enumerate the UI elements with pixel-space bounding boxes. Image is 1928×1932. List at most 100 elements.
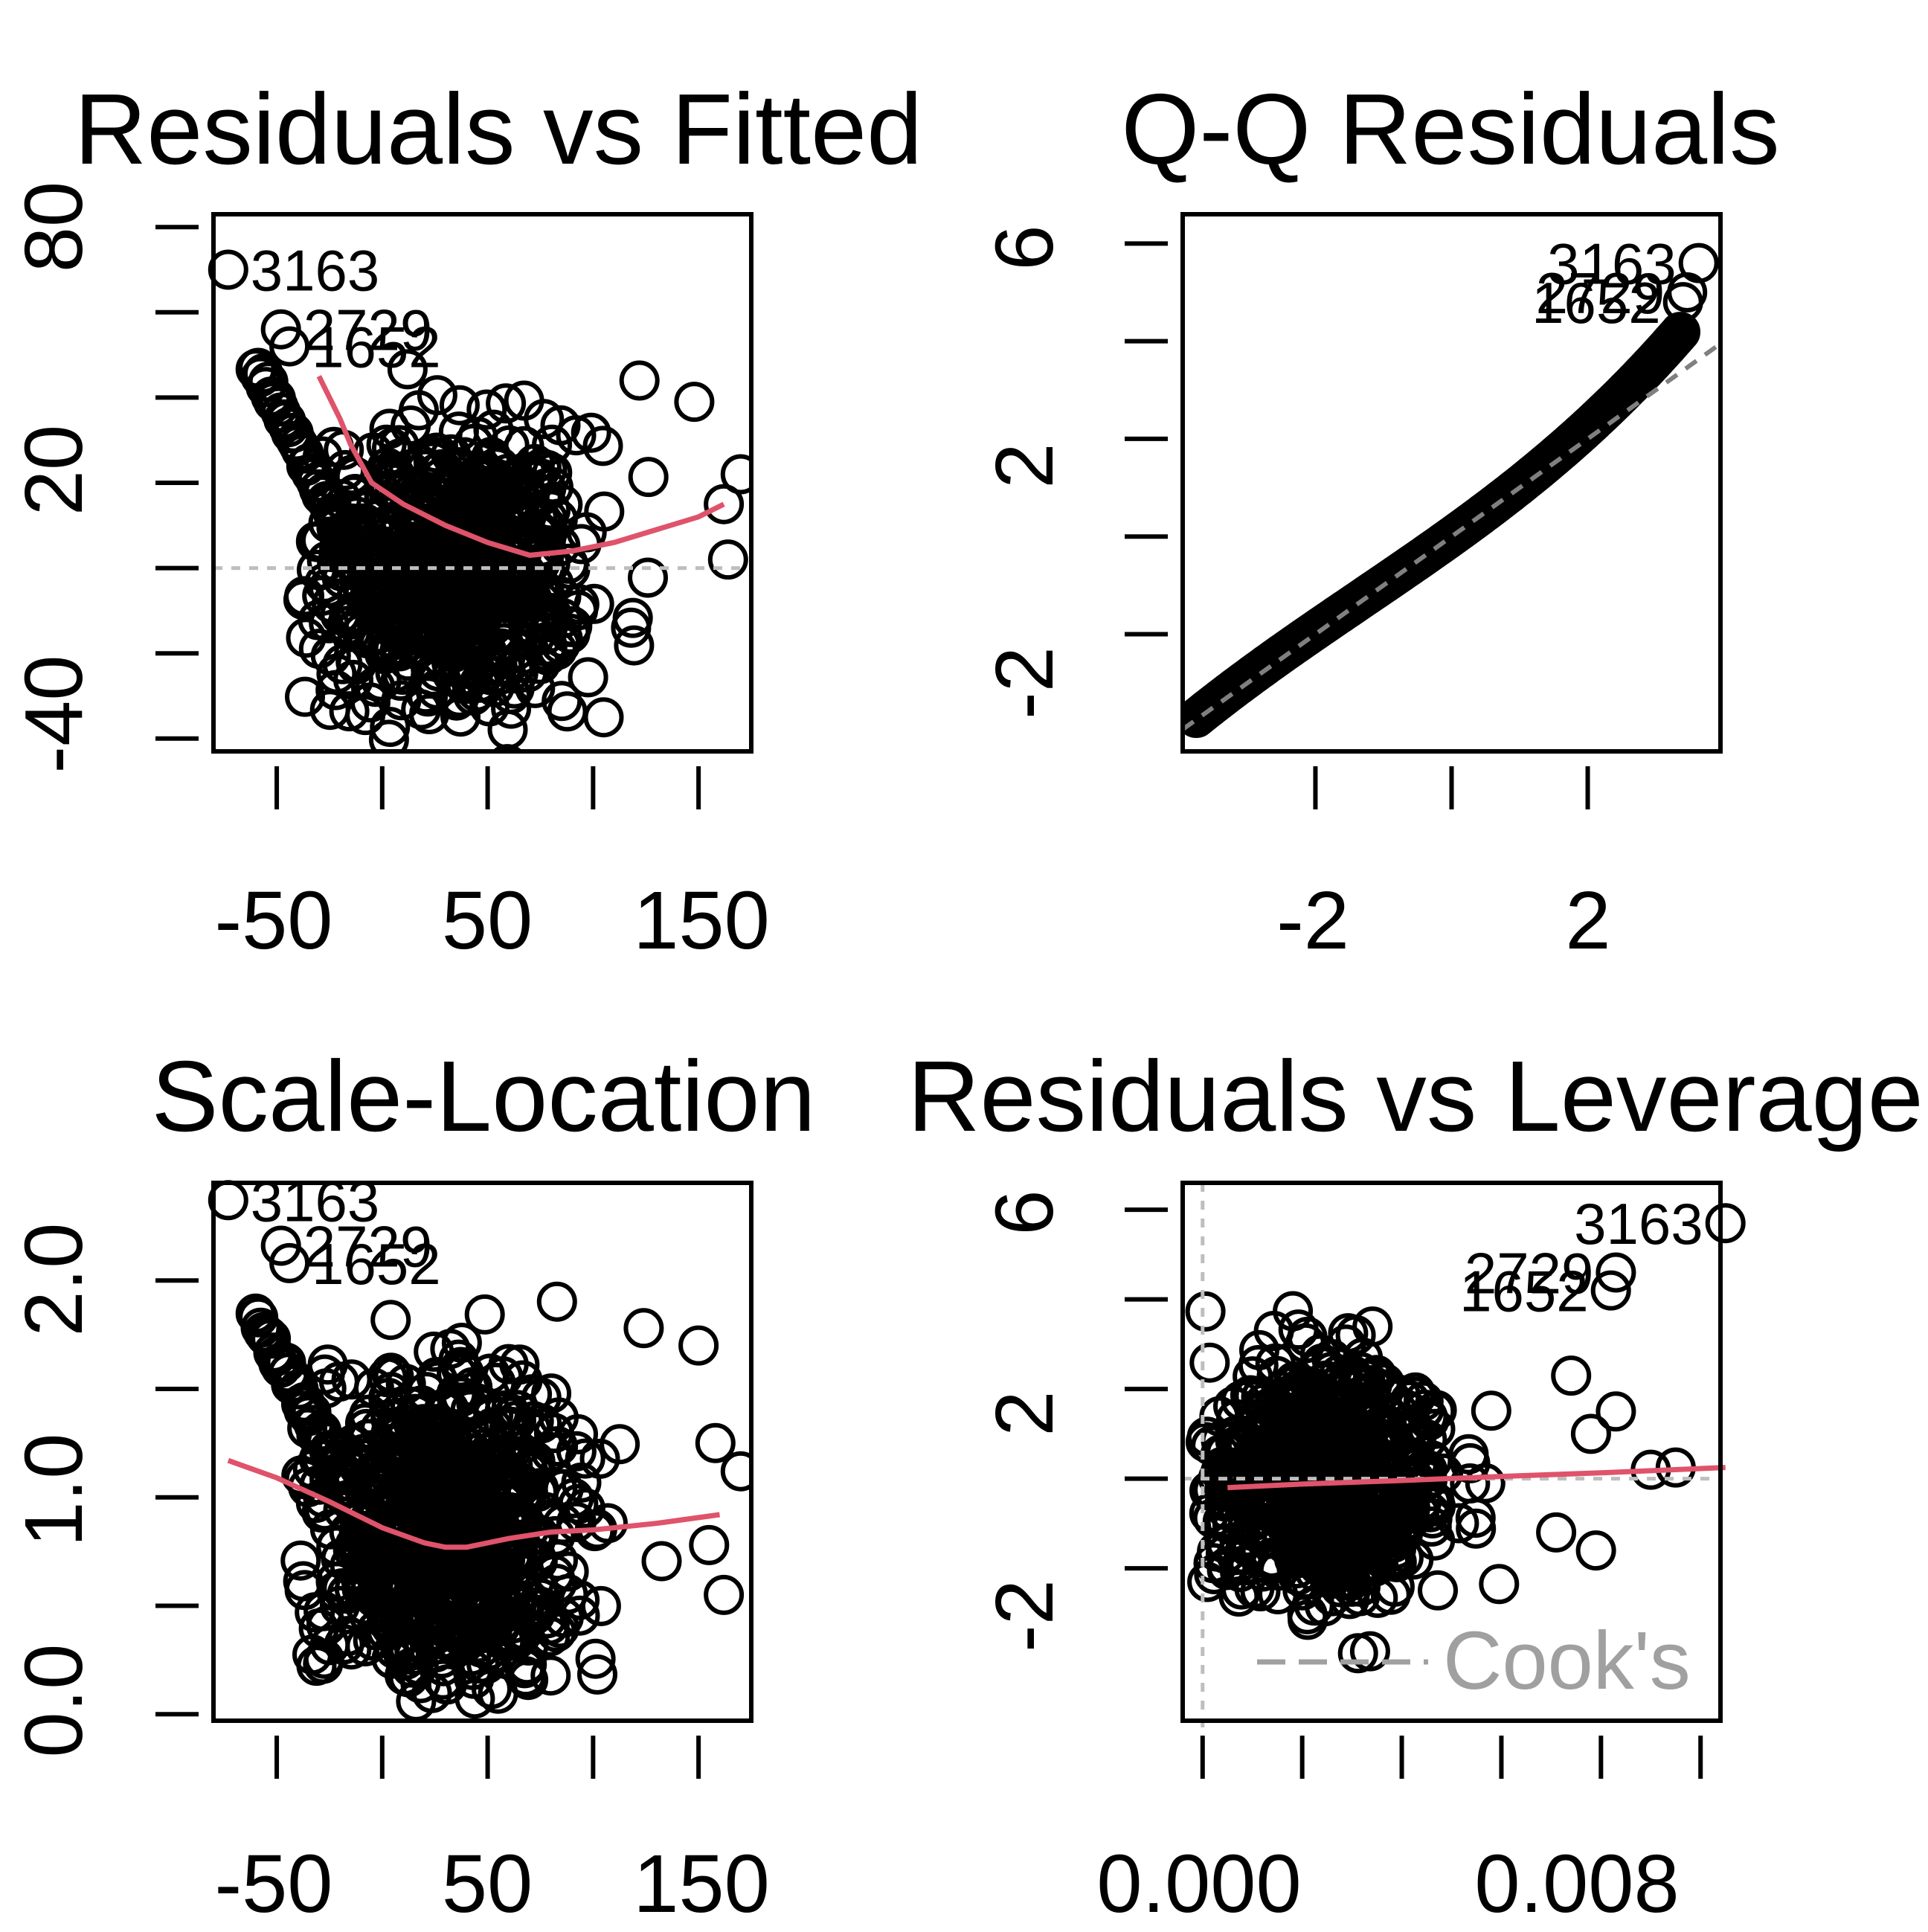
panel-title-qq-residuals: Q-Q Residuals: [1121, 73, 1779, 185]
data-point: [1247, 1487, 1288, 1528]
plot-frame: [1180, 1181, 1723, 1723]
y-tick-label: 6: [979, 225, 1070, 270]
data-point: [369, 408, 410, 449]
data-point: [464, 1294, 505, 1335]
data-point: [704, 484, 745, 524]
y-tick-label: 2: [979, 1390, 1070, 1436]
data-point: [388, 1485, 429, 1525]
point-label: 3163: [251, 1168, 380, 1233]
x-tick-label: 50: [442, 875, 533, 966]
data-point: [422, 1415, 463, 1456]
smoother-line: [1227, 1465, 1726, 1491]
data-point: [487, 709, 528, 750]
data-point: [393, 813, 429, 849]
labeled-point: [1596, 1252, 1636, 1293]
labeled-point: [1590, 1270, 1631, 1311]
data-point: [513, 1401, 554, 1442]
data-point: [512, 456, 553, 497]
data-point: [542, 681, 582, 722]
point-label: 1652: [1532, 270, 1661, 336]
data-point: [559, 1595, 600, 1636]
data-point: [1349, 1541, 1389, 1582]
data-point: [704, 1574, 745, 1615]
data-point: [1302, 1535, 1343, 1576]
data-point: [720, 1451, 751, 1492]
y-tick-label: -40: [8, 655, 100, 774]
y-tick-label: -2: [979, 1579, 1070, 1652]
data-point: [440, 583, 481, 623]
data-point: [329, 691, 370, 732]
x-tick-label: -2: [1276, 875, 1349, 966]
data-point: [472, 1448, 512, 1489]
data-point: [1652, 321, 1693, 362]
data-point: [1376, 1529, 1416, 1570]
data-point: [1416, 1390, 1457, 1431]
data-point: [427, 1620, 468, 1661]
data-point: [426, 1664, 467, 1705]
data-point: [1352, 1306, 1393, 1347]
data-point: [466, 389, 507, 430]
data-point: [536, 1281, 577, 1322]
smoother-line: [227, 1457, 720, 1550]
data-point: [1364, 1363, 1405, 1404]
x-tick-label: 0.000: [1096, 1838, 1301, 1928]
point-label: 1652: [312, 1231, 441, 1297]
data-point: [1298, 1541, 1339, 1582]
point-label: 1652: [312, 315, 441, 380]
data-point: [332, 1467, 372, 1508]
data-point: [519, 1588, 560, 1628]
data-point: [395, 557, 436, 598]
y-tick-label: 20: [8, 425, 100, 516]
data-point: [689, 1524, 730, 1565]
data-point: [334, 532, 375, 573]
data-point: [437, 1353, 478, 1394]
data-point: [580, 1585, 621, 1626]
data-point: [285, 676, 325, 717]
data-point: [1649, 324, 1690, 365]
y-tick-label: 2.0: [8, 1223, 100, 1337]
plot-frame: [1180, 212, 1723, 754]
data-point: [242, 353, 283, 394]
data-point: [1536, 1512, 1577, 1553]
data-point: [423, 1390, 464, 1431]
data-point: [1356, 1355, 1397, 1396]
data-point: [353, 530, 393, 571]
data-point: [400, 445, 440, 485]
data-point: [393, 596, 434, 637]
data-point: [1221, 1380, 1262, 1421]
data-point: [628, 457, 669, 498]
data-point: [530, 1655, 571, 1696]
data-point: [1575, 1530, 1616, 1571]
data-point: [365, 1445, 406, 1486]
data-point: [491, 1614, 532, 1655]
data-point: [532, 424, 573, 465]
data-point: [623, 1308, 664, 1349]
data-point: [1185, 1291, 1226, 1332]
point-label: 1652: [1459, 1259, 1589, 1324]
data-point: [504, 380, 544, 421]
data-point: [370, 707, 411, 748]
data-point: [1471, 1390, 1511, 1431]
data-point: [440, 540, 481, 581]
data-point: [1329, 1499, 1370, 1539]
data-point: [707, 539, 748, 580]
data-point: [1551, 1355, 1592, 1396]
data-point: [573, 583, 614, 624]
data-point: [1423, 1453, 1463, 1494]
data-point: [353, 1367, 394, 1408]
x-tick-label: 50: [442, 1838, 533, 1928]
data-point: [504, 1648, 545, 1689]
data-point: [1194, 1554, 1235, 1594]
data-point: [350, 682, 391, 723]
data-point: [674, 382, 715, 423]
data-point: [385, 1588, 426, 1628]
points-layer: [1183, 312, 1700, 738]
data-point: [498, 643, 539, 684]
data-point: [678, 1325, 719, 1366]
y-tick-label: -2: [979, 646, 1070, 719]
data-point: [1455, 1498, 1496, 1538]
data-point: [437, 1566, 478, 1607]
